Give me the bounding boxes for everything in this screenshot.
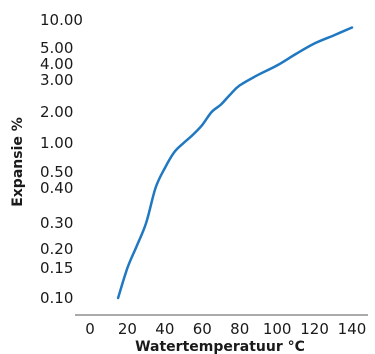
y-tick-label: 0.20 xyxy=(40,240,73,258)
x-tick-label: 140 xyxy=(338,320,367,338)
y-tick-label: 0.15 xyxy=(40,259,73,277)
y-tick-label: 0.10 xyxy=(40,289,73,307)
y-axis-title: Expansie % xyxy=(10,117,26,207)
y-tick-label: 3.00 xyxy=(40,71,73,89)
y-tick-label: 10.00 xyxy=(40,11,83,29)
y-tick-label: 2.00 xyxy=(40,103,73,121)
x-tick-label: 20 xyxy=(118,320,137,338)
y-tick-label: 1.00 xyxy=(40,134,73,152)
y-tick-label: 0.30 xyxy=(40,214,73,232)
x-tick-label: 120 xyxy=(300,320,329,338)
x-tick-label: 100 xyxy=(263,320,292,338)
y-axis-ticks: 10.00 5.004.003.00 2.00 1.00 0.500.40 0.30 0.2… xyxy=(40,11,83,307)
x-tick-label: 40 xyxy=(155,320,174,338)
x-tick-label: 0 xyxy=(85,320,95,338)
y-tick-label: 0.50 xyxy=(40,163,73,181)
x-tick-label: 60 xyxy=(193,320,212,338)
x-tick-label: 80 xyxy=(230,320,249,338)
y-tick-label: 5.00 xyxy=(40,39,73,57)
series-line xyxy=(116,26,354,300)
x-axis-ticks: 0 20 40 60 80 100 120 140 xyxy=(85,320,366,338)
y-tick-label: 0.40 xyxy=(40,179,73,197)
y-tick-label: 4.00 xyxy=(40,55,73,73)
x-axis-title: Watertemperatuur °C xyxy=(135,339,305,354)
